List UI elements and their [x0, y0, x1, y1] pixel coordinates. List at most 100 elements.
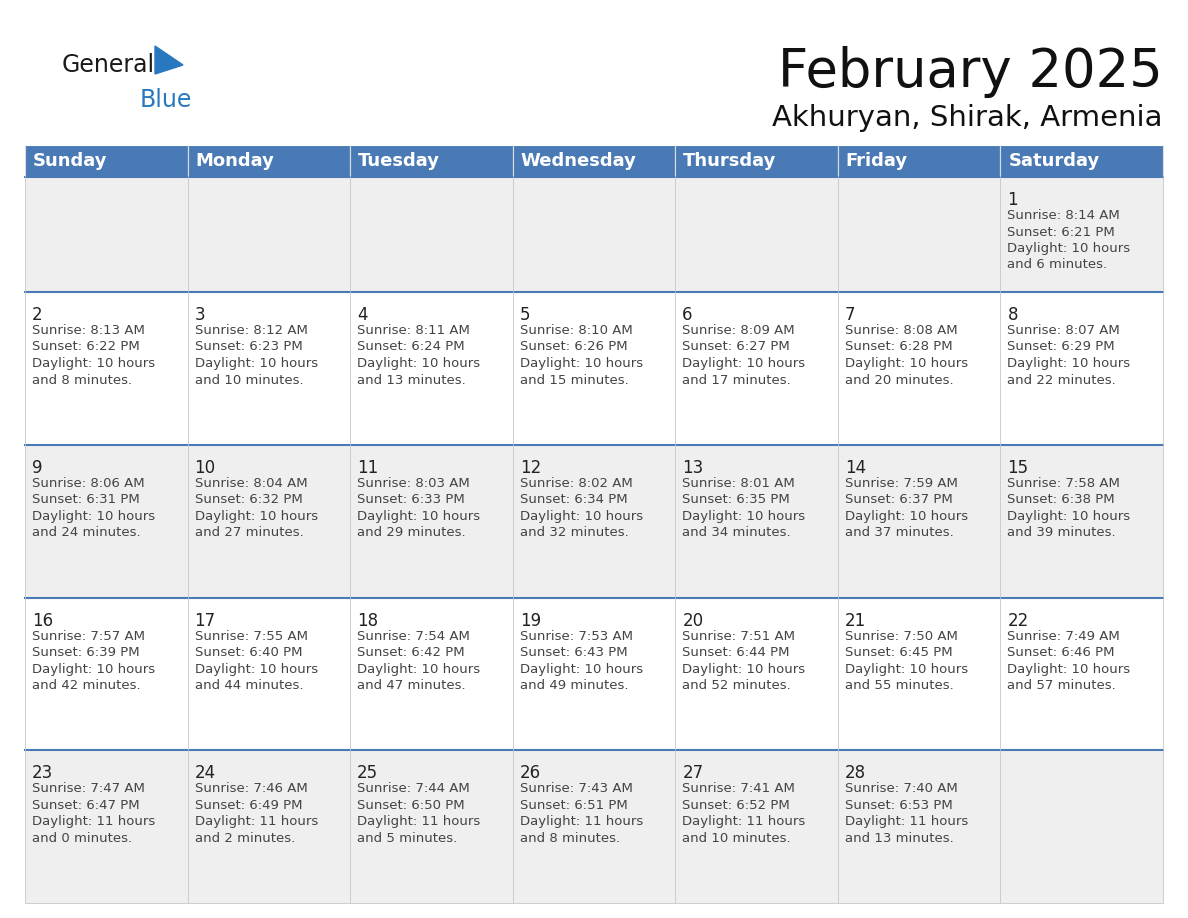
Text: Sunset: 6:21 PM: Sunset: 6:21 PM [1007, 226, 1116, 239]
Text: Daylight: 10 hours: Daylight: 10 hours [1007, 509, 1131, 522]
Text: and 49 minutes.: and 49 minutes. [519, 679, 628, 692]
Text: Blue: Blue [140, 88, 192, 112]
Text: 28: 28 [845, 765, 866, 782]
Text: Sunset: 6:28 PM: Sunset: 6:28 PM [845, 341, 953, 353]
Text: Sunset: 6:24 PM: Sunset: 6:24 PM [358, 341, 465, 353]
Text: and 13 minutes.: and 13 minutes. [845, 832, 954, 845]
Text: and 57 minutes.: and 57 minutes. [1007, 679, 1117, 692]
Text: Daylight: 11 hours: Daylight: 11 hours [682, 815, 805, 828]
Bar [25, 145, 188, 177]
Text: 14: 14 [845, 459, 866, 476]
Text: Sunset: 6:52 PM: Sunset: 6:52 PM [682, 799, 790, 812]
Text: Sunset: 6:29 PM: Sunset: 6:29 PM [1007, 341, 1116, 353]
Bar [25, 177, 188, 292]
Text: Friday: Friday [846, 152, 908, 170]
Text: Sunrise: 7:43 AM: Sunrise: 7:43 AM [519, 782, 632, 795]
Text: General: General [62, 53, 156, 77]
Bar [1000, 177, 1163, 292]
Text: 12: 12 [519, 459, 541, 476]
Text: Daylight: 11 hours: Daylight: 11 hours [32, 815, 156, 828]
Text: Sunset: 6:51 PM: Sunset: 6:51 PM [519, 799, 627, 812]
Bar [350, 292, 513, 444]
Text: Sunrise: 8:13 AM: Sunrise: 8:13 AM [32, 324, 145, 337]
Text: 7: 7 [845, 306, 855, 324]
Text: Sunset: 6:33 PM: Sunset: 6:33 PM [358, 493, 465, 506]
Text: Daylight: 10 hours: Daylight: 10 hours [32, 357, 156, 370]
Bar [188, 750, 350, 903]
Text: 18: 18 [358, 611, 378, 630]
Text: Sunset: 6:45 PM: Sunset: 6:45 PM [845, 646, 953, 659]
Text: and 32 minutes.: and 32 minutes. [519, 526, 628, 539]
Text: Sunrise: 8:11 AM: Sunrise: 8:11 AM [358, 324, 470, 337]
Text: Sunrise: 8:08 AM: Sunrise: 8:08 AM [845, 324, 958, 337]
Text: and 17 minutes.: and 17 minutes. [682, 374, 791, 386]
Text: Sunrise: 7:44 AM: Sunrise: 7:44 AM [358, 782, 470, 795]
Text: Sunrise: 7:57 AM: Sunrise: 7:57 AM [32, 630, 145, 643]
Text: Sunset: 6:38 PM: Sunset: 6:38 PM [1007, 493, 1116, 506]
Text: Sunset: 6:49 PM: Sunset: 6:49 PM [195, 799, 302, 812]
Text: 1: 1 [1007, 191, 1018, 209]
Bar [838, 444, 1000, 598]
Text: 16: 16 [32, 611, 53, 630]
Bar [838, 750, 1000, 903]
Text: Daylight: 10 hours: Daylight: 10 hours [195, 663, 317, 676]
Text: Tuesday: Tuesday [358, 152, 440, 170]
Bar [675, 145, 838, 177]
Bar [1000, 750, 1163, 903]
Text: and 5 minutes.: and 5 minutes. [358, 832, 457, 845]
Bar [675, 598, 838, 750]
Text: and 55 minutes.: and 55 minutes. [845, 679, 954, 692]
Text: and 8 minutes.: and 8 minutes. [32, 374, 132, 386]
Text: and 42 minutes.: and 42 minutes. [32, 679, 140, 692]
Bar [838, 177, 1000, 292]
Text: Sunrise: 8:02 AM: Sunrise: 8:02 AM [519, 476, 632, 489]
Text: Daylight: 10 hours: Daylight: 10 hours [519, 357, 643, 370]
Text: Wednesday: Wednesday [520, 152, 637, 170]
Text: Sunrise: 7:59 AM: Sunrise: 7:59 AM [845, 476, 958, 489]
Text: 13: 13 [682, 459, 703, 476]
Text: Sunrise: 7:41 AM: Sunrise: 7:41 AM [682, 782, 795, 795]
Bar [1000, 444, 1163, 598]
Text: and 24 minutes.: and 24 minutes. [32, 526, 140, 539]
Text: 15: 15 [1007, 459, 1029, 476]
Bar [350, 750, 513, 903]
Text: Thursday: Thursday [683, 152, 777, 170]
Text: and 10 minutes.: and 10 minutes. [195, 374, 303, 386]
Text: Daylight: 10 hours: Daylight: 10 hours [519, 663, 643, 676]
Bar [838, 292, 1000, 444]
Text: and 29 minutes.: and 29 minutes. [358, 526, 466, 539]
Text: Sunrise: 7:53 AM: Sunrise: 7:53 AM [519, 630, 633, 643]
Bar [188, 598, 350, 750]
Bar [350, 145, 513, 177]
Text: Sunset: 6:39 PM: Sunset: 6:39 PM [32, 646, 140, 659]
Text: Sunrise: 8:09 AM: Sunrise: 8:09 AM [682, 324, 795, 337]
Text: Akhuryan, Shirak, Armenia: Akhuryan, Shirak, Armenia [772, 104, 1163, 132]
Text: 22: 22 [1007, 611, 1029, 630]
Bar [1000, 292, 1163, 444]
Text: and 44 minutes.: and 44 minutes. [195, 679, 303, 692]
Text: Daylight: 10 hours: Daylight: 10 hours [1007, 242, 1131, 255]
Text: and 47 minutes.: and 47 minutes. [358, 679, 466, 692]
Text: and 20 minutes.: and 20 minutes. [845, 374, 954, 386]
Text: and 0 minutes.: and 0 minutes. [32, 832, 132, 845]
Bar [675, 750, 838, 903]
Text: Sunset: 6:34 PM: Sunset: 6:34 PM [519, 493, 627, 506]
Text: Sunset: 6:35 PM: Sunset: 6:35 PM [682, 493, 790, 506]
Text: Sunset: 6:32 PM: Sunset: 6:32 PM [195, 493, 302, 506]
Text: Daylight: 10 hours: Daylight: 10 hours [845, 357, 968, 370]
Text: Sunset: 6:53 PM: Sunset: 6:53 PM [845, 799, 953, 812]
Text: Sunset: 6:46 PM: Sunset: 6:46 PM [1007, 646, 1114, 659]
Text: Sunrise: 7:40 AM: Sunrise: 7:40 AM [845, 782, 958, 795]
Bar [513, 598, 675, 750]
Polygon shape [154, 46, 183, 74]
Text: Sunset: 6:42 PM: Sunset: 6:42 PM [358, 646, 465, 659]
Text: and 52 minutes.: and 52 minutes. [682, 679, 791, 692]
Bar [188, 292, 350, 444]
Text: Sunrise: 8:04 AM: Sunrise: 8:04 AM [195, 476, 308, 489]
Bar [25, 750, 188, 903]
Text: and 27 minutes.: and 27 minutes. [195, 526, 303, 539]
Text: Saturday: Saturday [1009, 152, 1100, 170]
Bar [838, 598, 1000, 750]
Text: and 34 minutes.: and 34 minutes. [682, 526, 791, 539]
Text: Sunset: 6:50 PM: Sunset: 6:50 PM [358, 799, 465, 812]
